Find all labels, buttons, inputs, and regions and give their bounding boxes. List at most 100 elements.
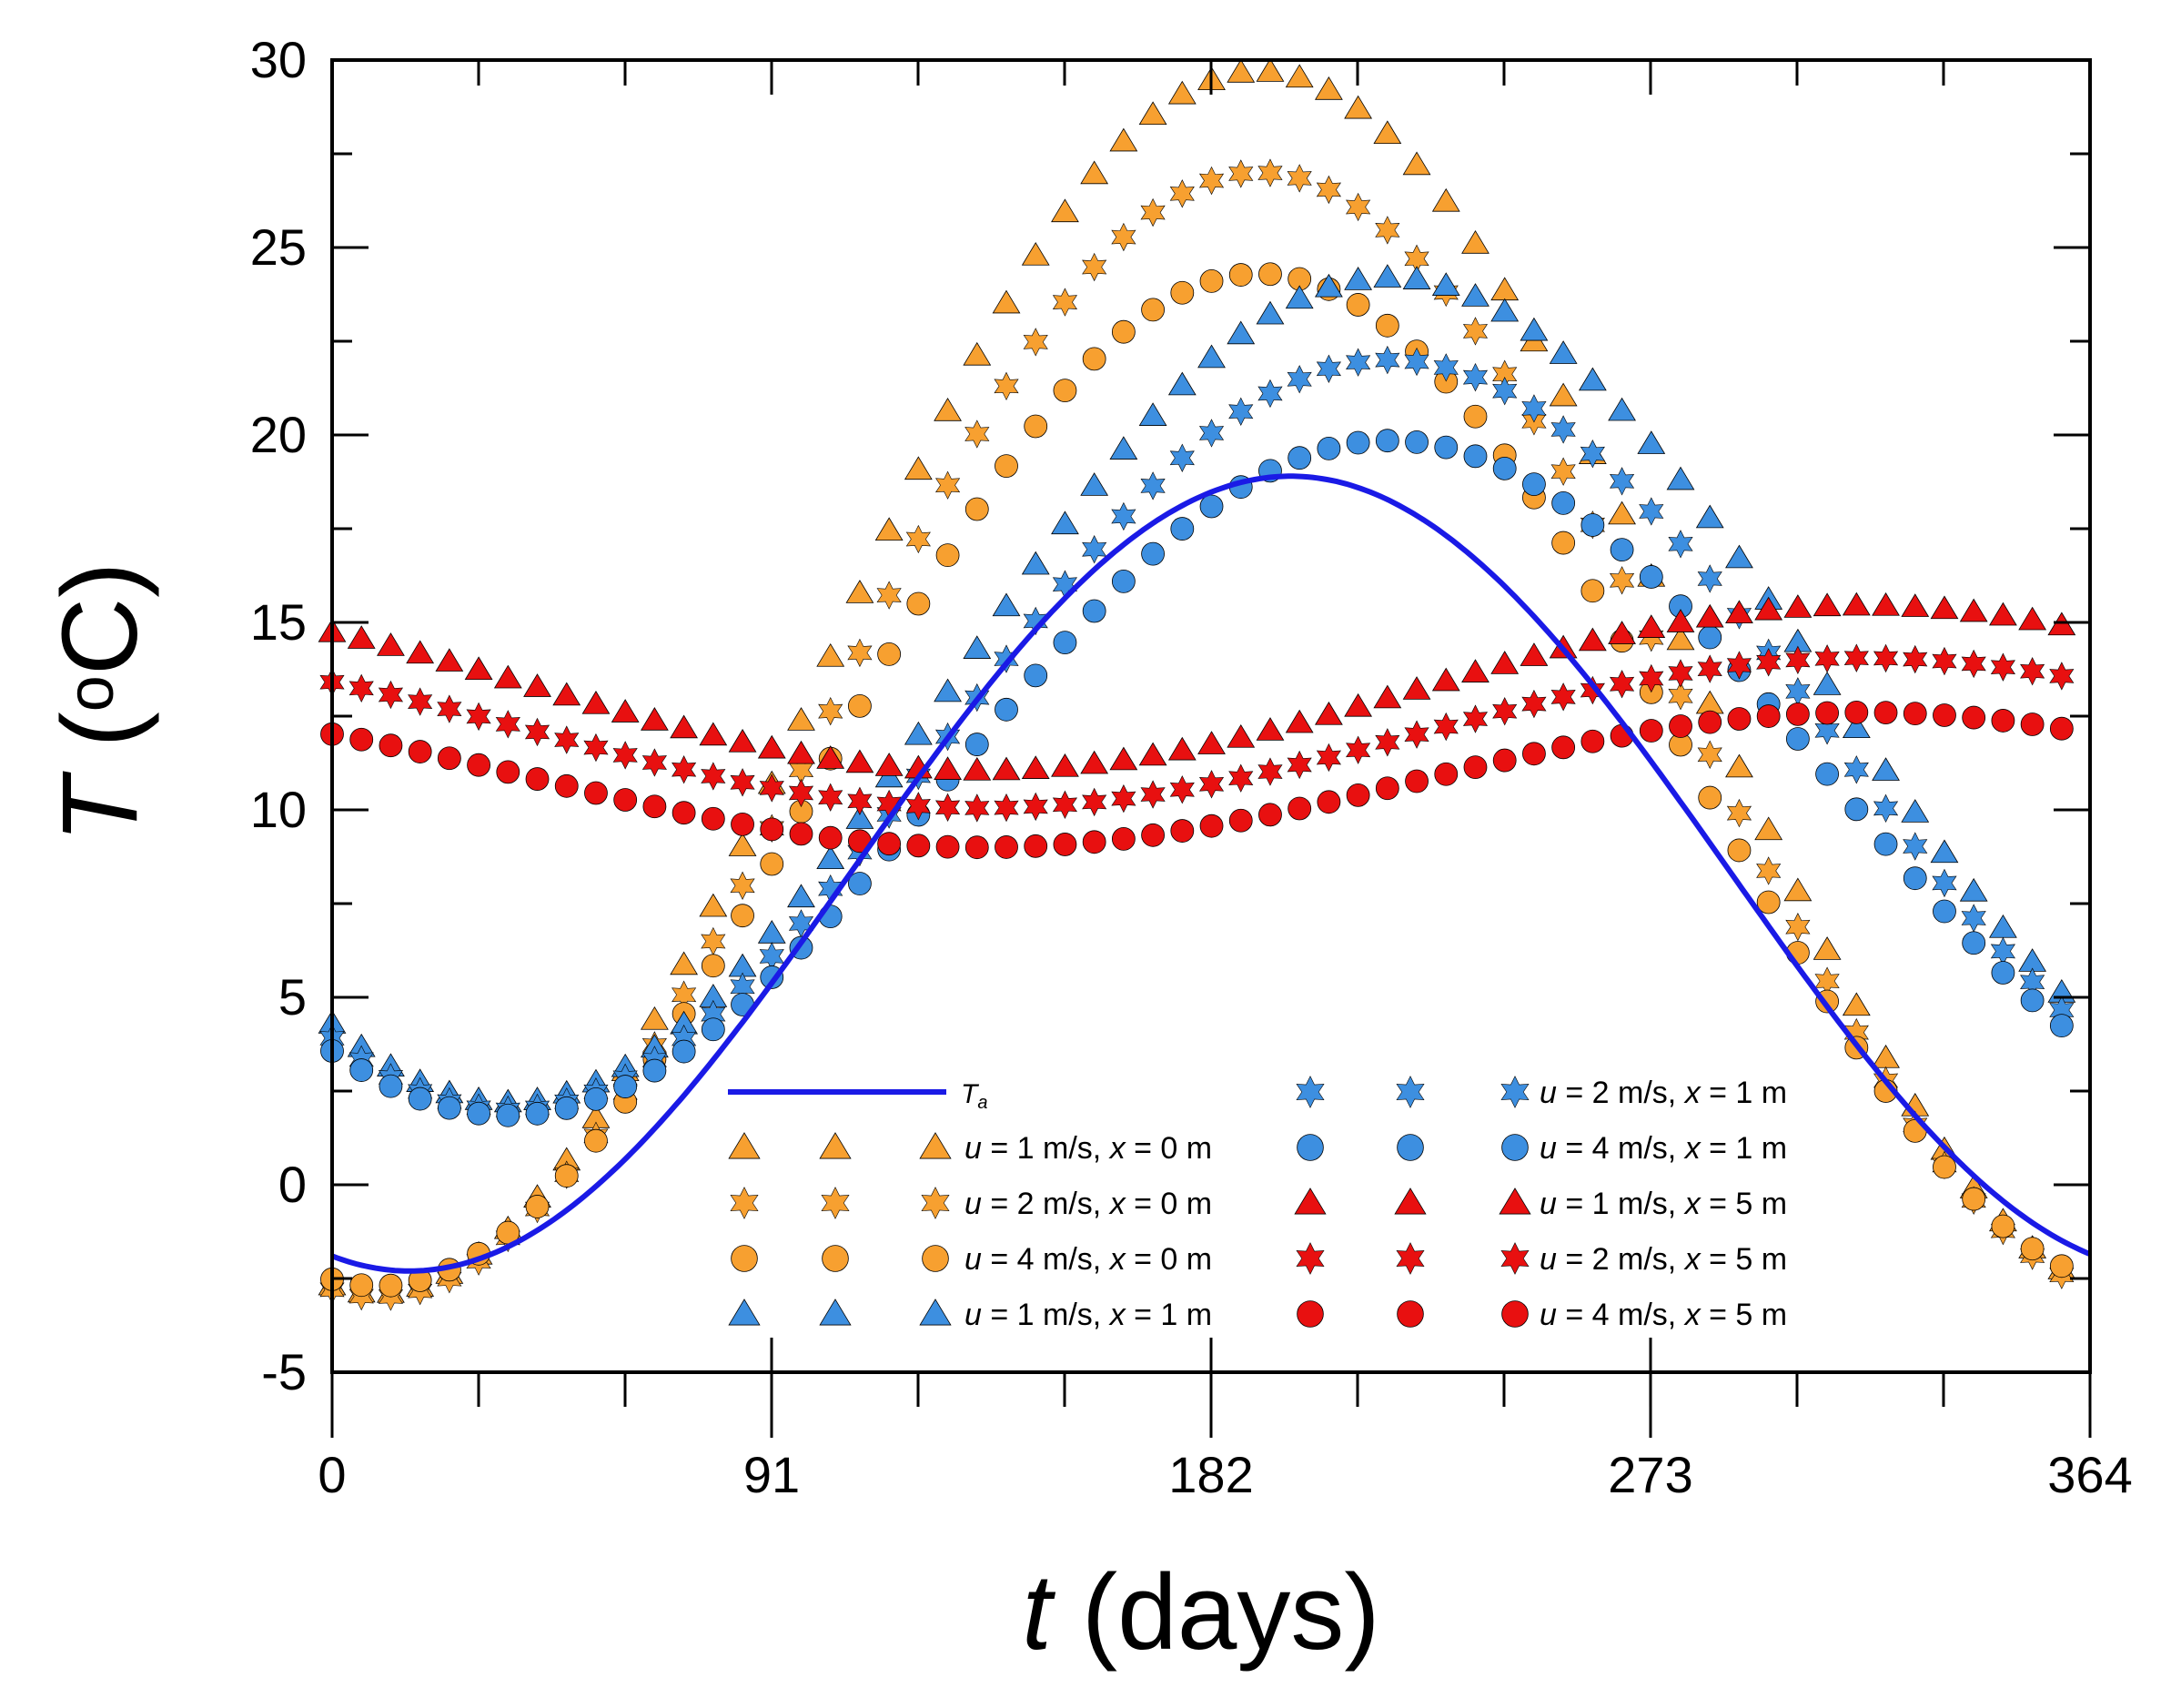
- data-point-u4x5: [1463, 755, 1488, 780]
- data-point-u2x5: [964, 793, 990, 823]
- data-point-u2x0: [1169, 179, 1195, 208]
- data-point-u1x0: [1314, 76, 1343, 100]
- legend-swatch-u1x0: [728, 1132, 761, 1159]
- data-point-u2x0: [876, 581, 902, 610]
- data-point-u4x1: [1991, 961, 2015, 985]
- legend-label-u4x5: u = 4 m/s, x = 5 m: [1540, 1298, 1787, 1332]
- data-point-u4x5: [467, 753, 490, 777]
- data-point-u1x5: [1783, 594, 1813, 618]
- data-point-u4x1: [1698, 625, 1722, 650]
- data-point-u2x1: [1052, 570, 1078, 599]
- data-point-u2x5: [730, 768, 755, 797]
- series-line-ta: [330, 473, 2092, 1274]
- data-point-u4x1: [1933, 899, 1956, 924]
- data-point-u2x1: [1404, 347, 1429, 377]
- data-point-u1x5: [992, 756, 1021, 781]
- data-point-u4x5: [525, 767, 550, 791]
- data-point-u1x5: [728, 728, 757, 753]
- data-point-u1x0: [992, 289, 1021, 314]
- data-point-u2x1: [1082, 535, 1107, 564]
- data-point-u4x5: [437, 746, 461, 771]
- data-point-u2x0: [1785, 913, 1811, 942]
- data-point-u2x5: [759, 773, 784, 803]
- data-point-u2x0: [730, 871, 755, 900]
- data-point-u1x0: [1666, 626, 1695, 651]
- legend: Ta u = 1 m/s, x = 0 m u = 2 m/s, x = 0 m u …: [728, 1076, 1787, 1332]
- data-point-u1x1: [1285, 285, 1314, 309]
- data-point-u4x1: [1405, 430, 1429, 454]
- data-point-u4x5: [1492, 748, 1517, 773]
- data-point-u4x1: [2049, 1014, 2074, 1038]
- data-point-u2x5: [495, 710, 520, 739]
- data-point-u4x1: [672, 1039, 696, 1064]
- data-point-u2x5: [672, 755, 697, 784]
- data-point-u1x1: [1637, 430, 1666, 454]
- data-point-u2x5: [1257, 757, 1283, 786]
- series-u4x1: [320, 429, 2074, 1127]
- data-point-u1x1: [757, 920, 786, 944]
- data-point-u2x5: [818, 783, 843, 812]
- data-point-u1x0: [816, 642, 845, 667]
- data-point-u1x1: [1431, 272, 1460, 296]
- data-point-u2x5: [1228, 763, 1254, 793]
- legend-swatch-u1x0: [919, 1132, 952, 1159]
- data-point-u4x0: [848, 693, 872, 718]
- x-tick-label: 91: [743, 1446, 800, 1503]
- data-point-u4x1: [1522, 472, 1546, 497]
- data-point-u1x5: [2018, 606, 2047, 631]
- data-point-u1x5: [435, 648, 464, 672]
- data-point-u1x5: [934, 756, 962, 780]
- data-point-u1x0: [1021, 241, 1050, 266]
- data-point-u4x5: [1228, 808, 1253, 833]
- data-point-u2x1: [1287, 365, 1312, 394]
- data-point-u2x1: [1228, 397, 1254, 426]
- data-point-u1x1: [1402, 266, 1431, 289]
- data-point-u1x5: [1959, 598, 1988, 622]
- data-point-u1x0: [1461, 230, 1489, 254]
- data-point-u4x1: [1024, 663, 1048, 688]
- data-point-u2x0: [964, 419, 990, 449]
- data-point-u1x0: [1431, 187, 1460, 212]
- data-point-u1x5: [1227, 723, 1256, 748]
- data-point-u1x0: [1402, 151, 1431, 176]
- data-point-u4x5: [1844, 701, 1869, 724]
- legend-swatch-u1x5: [1294, 1188, 1327, 1215]
- data-point-u4x0: [1756, 890, 1781, 915]
- y-tick-label: -5: [261, 1343, 307, 1400]
- data-point-u4x5: [1551, 735, 1576, 760]
- data-point-u1x1: [787, 884, 815, 908]
- data-point-u1x1: [816, 845, 845, 870]
- data-point-u1x5: [1344, 692, 1373, 717]
- data-point-u4x1: [1082, 599, 1106, 623]
- data-point-u1x5: [874, 753, 904, 776]
- data-point-u4x5: [408, 740, 432, 763]
- data-point-u4x5: [349, 727, 374, 752]
- data-point-u4x5: [1815, 701, 1840, 725]
- data-point-u4x0: [1375, 313, 1399, 338]
- data-point-u2x5: [554, 725, 580, 754]
- data-point-u4x0: [701, 954, 725, 978]
- data-point-u2x0: [1316, 175, 1341, 205]
- data-point-u4x5: [818, 825, 843, 850]
- legend-swatch-u4x0: [731, 1245, 758, 1272]
- data-point-u1x1: [963, 635, 992, 659]
- data-point-u2x5: [612, 741, 638, 770]
- data-point-u4x1: [1199, 494, 1224, 519]
- data-point-u1x0: [1490, 277, 1520, 301]
- data-point-u2x1: [1843, 755, 1869, 784]
- data-point-u2x0: [1257, 158, 1283, 187]
- legend-swatch-u2x5: [1500, 1242, 1530, 1275]
- x-tick-label: 182: [1168, 1446, 1253, 1503]
- data-point-u2x1: [1785, 677, 1811, 706]
- data-point-u4x5: [1434, 762, 1459, 786]
- data-point-u2x0: [1668, 682, 1693, 711]
- data-point-u2x0: [1140, 197, 1166, 227]
- data-point-u1x5: [1725, 600, 1753, 624]
- data-point-u2x5: [1726, 651, 1752, 680]
- data-point-u2x5: [437, 694, 462, 723]
- data-point-u1x5: [1197, 731, 1226, 754]
- data-point-u1x0: [1344, 95, 1373, 119]
- data-point-u1x0: [1608, 500, 1636, 525]
- legend-swatch-u2x5: [1296, 1242, 1325, 1275]
- data-point-u2x5: [1169, 775, 1195, 804]
